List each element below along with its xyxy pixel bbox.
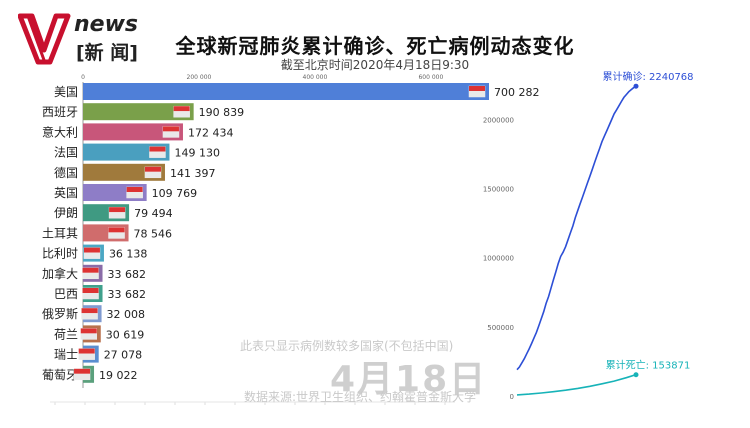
bar-row: 加拿大 33 682 <box>42 264 147 282</box>
y-tick-label: 2000000 <box>483 116 514 124</box>
bar-value-label: 33 682 <box>108 288 147 301</box>
chart-subtitle: 截至北京时间2020年4月18日9:30 <box>280 58 470 72</box>
bar-value-label: 79 494 <box>134 207 173 220</box>
bar-row: 法国 149 130 <box>54 143 220 161</box>
category-label: 加拿大 <box>42 266 78 281</box>
category-label: 德国 <box>54 165 78 180</box>
category-label: 意大利 <box>42 124 78 139</box>
bar-row: 荷兰 30 619 <box>54 325 144 343</box>
bar-value-label: 33 682 <box>108 268 147 281</box>
y-tick-label: 1000000 <box>483 255 514 263</box>
bar-value-label: 30 619 <box>106 328 144 341</box>
bar-value-label: 149 130 <box>174 147 220 160</box>
bar-value-label: 109 769 <box>152 187 198 200</box>
bar-value-label: 172 434 <box>188 126 234 139</box>
chart-title: 全球新冠肺炎累计确诊、死亡病例动态变化 <box>175 34 575 58</box>
bar-row: 美国 700 282 <box>54 83 540 100</box>
bar-value-label: 27 078 <box>104 349 143 362</box>
category-label: 瑞士 <box>54 348 78 362</box>
us-flag-icon <box>468 85 486 98</box>
bar-value-label: 32 008 <box>107 308 145 321</box>
y-tick-label: 0 <box>510 393 514 401</box>
bar <box>83 163 165 181</box>
category-label: 荷兰 <box>54 327 78 341</box>
gb-flag-icon <box>126 186 143 199</box>
bar-row: 德国 141 397 <box>54 163 216 181</box>
bar-row: 俄罗斯 32 008 <box>42 305 145 323</box>
bar <box>83 83 489 100</box>
y-tick-label: 500000 <box>487 324 514 332</box>
es-flag-icon <box>173 105 190 118</box>
category-label: 英国 <box>54 186 78 200</box>
category-label: 美国 <box>54 85 78 99</box>
v-logo-icon <box>17 13 71 65</box>
fr-flag-icon <box>149 146 166 158</box>
data-source: 数据来源:世界卫生组织、约翰霍普金斯大学 <box>244 390 477 404</box>
it-flag-icon <box>162 126 180 138</box>
bar-value-label: 78 546 <box>134 227 173 240</box>
bar-value-label: 141 397 <box>170 167 216 180</box>
bar-row: 英国 109 769 <box>54 184 197 201</box>
category-label: 土耳其 <box>42 226 78 240</box>
ir-flag-icon <box>108 206 126 219</box>
x-tick-label: 200 000 <box>187 74 212 81</box>
category-label: 巴西 <box>54 287 78 301</box>
bar-value-label: 36 138 <box>109 248 148 261</box>
logo-text: news <box>74 12 139 37</box>
ru-flag-icon <box>81 307 98 320</box>
bar-row: 比利时 36 138 <box>42 244 148 262</box>
series-end-label: 累计死亡: 153871 <box>606 359 691 372</box>
de-flag-icon <box>144 166 162 179</box>
bar <box>83 103 194 121</box>
series-line <box>516 373 637 396</box>
bar-value-label: 19 022 <box>99 369 138 382</box>
category-label: 葡萄牙 <box>42 368 78 382</box>
y-tick-label: 1500000 <box>483 186 514 194</box>
br-flag-icon <box>82 287 99 300</box>
bar-value-label: 700 282 <box>494 86 540 99</box>
ch-flag-icon <box>78 348 95 360</box>
bar <box>83 143 170 161</box>
brand-logo: news [新 闻] <box>17 10 144 66</box>
pt-flag-icon <box>73 368 91 381</box>
series-end-point <box>633 83 639 89</box>
bar-value-label: 190 839 <box>199 106 245 119</box>
chart-note: 此表只显示病例数较多国家(不包括中国) <box>240 339 454 353</box>
x-tick-label: 0 <box>81 74 85 81</box>
bar-row: 瑞士 27 078 <box>54 345 143 363</box>
series-end-label: 累计确诊: 2240768 <box>602 70 693 83</box>
ca-flag-icon <box>82 267 99 280</box>
bar <box>83 123 183 141</box>
series-line <box>516 85 637 371</box>
x-tick-label: 600 000 <box>418 74 443 81</box>
category-label: 伊朗 <box>54 206 78 220</box>
category-label: 法国 <box>54 146 78 160</box>
be-flag-icon <box>83 247 101 259</box>
bar-row: 土耳其 78 546 <box>42 224 173 242</box>
series-end-point <box>633 372 639 378</box>
bar-row: 意大利 172 434 <box>42 123 234 141</box>
bar-row: 葡萄牙 19 022 <box>42 365 138 383</box>
bar-row: 伊朗 79 494 <box>54 204 173 222</box>
category-label: 俄罗斯 <box>42 307 78 321</box>
current-date-label: 4月18日 <box>330 359 488 400</box>
category-label: 比利时 <box>42 247 78 261</box>
category-label: 西班牙 <box>42 105 78 119</box>
x-tick-label: 400 000 <box>303 74 328 81</box>
tr-flag-icon <box>108 227 125 239</box>
nl-flag-icon <box>80 328 98 340</box>
logo-subtext: [新 闻] <box>76 42 138 64</box>
bar-row: 巴西 33 682 <box>54 285 146 302</box>
bar-row: 西班牙 190 839 <box>42 103 245 121</box>
